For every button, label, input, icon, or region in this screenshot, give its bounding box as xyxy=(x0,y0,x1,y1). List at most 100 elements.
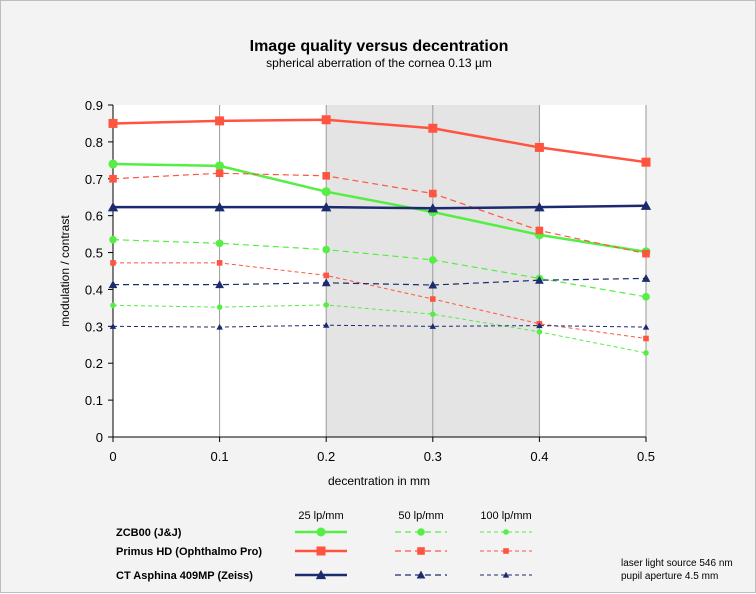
data-point-zcb00-j-j-100-lp-mm xyxy=(323,302,330,308)
x-tick-label: 0.2 xyxy=(317,449,335,464)
series-line-ct-asphina-409mp-zeiss-25-lp-mm xyxy=(113,204,647,210)
legend-marker-sample xyxy=(502,571,510,578)
series-ct-asphina-409mp-zeiss-50-lp-mm xyxy=(108,274,651,289)
y-tick-label: 0.2 xyxy=(85,356,103,371)
y-tick-label: 0.5 xyxy=(85,246,103,261)
x-tick-label: 0.5 xyxy=(637,449,655,464)
legend-frequency-header: 100 lp/mm xyxy=(480,510,531,522)
data-point-ct-asphina-409mp-zeiss-25-lp-mm xyxy=(534,202,545,212)
series-zcb00-j-j-100-lp-mm xyxy=(110,302,649,356)
legend-marker-sample xyxy=(503,529,509,535)
data-point-primus-hd-ophthalmo-pro-50-lp-mm xyxy=(322,172,330,180)
data-point-ct-asphina-409mp-zeiss-50-lp-mm xyxy=(215,280,224,289)
data-point-primus-hd-ophthalmo-pro-25-lp-mm xyxy=(428,123,438,133)
series-line-primus-hd-ophthalmo-pro-50-lp-mm xyxy=(112,172,647,255)
legend-marker-sample xyxy=(316,546,326,556)
data-point-primus-hd-ophthalmo-pro-50-lp-mm xyxy=(429,189,437,198)
x-tick-label: 0.1 xyxy=(211,449,229,464)
data-point-ct-asphina-409mp-zeiss-25-lp-mm xyxy=(107,202,119,212)
data-point-ct-asphina-409mp-zeiss-50-lp-mm xyxy=(428,280,438,289)
chart-subtitle: spherical aberration of the cornea 0.13 … xyxy=(266,56,492,70)
x-tick-label: 0 xyxy=(109,449,116,464)
data-point-primus-hd-ophthalmo-pro-25-lp-mm xyxy=(534,142,544,152)
data-point-zcb00-j-j-50-lp-mm xyxy=(322,245,331,254)
data-point-ct-asphina-409mp-zeiss-50-lp-mm xyxy=(641,274,651,282)
data-point-primus-hd-ophthalmo-pro-25-lp-mm xyxy=(108,118,118,128)
data-point-primus-hd-ophthalmo-pro-50-lp-mm xyxy=(642,249,650,258)
data-point-ct-asphina-409mp-zeiss-25-lp-mm xyxy=(427,203,438,213)
legend-lens-label: ZCB00 (J&J) xyxy=(116,527,182,539)
data-point-primus-hd-ophthalmo-pro-50-lp-mm xyxy=(215,169,224,178)
series-primus-hd-ophthalmo-pro-50-lp-mm xyxy=(109,169,650,258)
legend: 25 lp/mm 50 lp/mm 100 lp/mm ZCB00 (J&J) Prim… xyxy=(116,510,532,582)
series-line-ct-asphina-409mp-zeiss-100-lp-mm xyxy=(112,324,647,328)
y-tick-label: 0.7 xyxy=(85,172,103,187)
data-point-zcb00-j-j-100-lp-mm xyxy=(216,304,223,310)
legend-lens-label: CT Asphina 409MP (Zeiss) xyxy=(116,570,253,582)
legend-lens-label: Primus HD (Ophthalmo Pro) xyxy=(116,546,262,558)
data-point-zcb00-j-j-50-lp-mm xyxy=(109,235,117,244)
series-line-ct-asphina-409mp-zeiss-50-lp-mm xyxy=(113,277,647,286)
data-point-zcb00-j-j-50-lp-mm xyxy=(642,293,650,301)
series-line-zcb00-j-j-100-lp-mm xyxy=(112,304,647,354)
series-line-primus-hd-ophthalmo-pro-25-lp-mm xyxy=(112,118,647,164)
data-point-ct-asphina-409mp-zeiss-50-lp-mm xyxy=(108,280,118,289)
legend-marker-sample xyxy=(417,547,425,555)
x-tick-label: 0.4 xyxy=(530,449,548,464)
data-point-zcb00-j-j-25-lp-mm xyxy=(215,161,225,171)
x-tick-label: 0.3 xyxy=(424,449,442,464)
legend-frequency-header: 50 lp/mm xyxy=(398,510,443,522)
legend-marker-sample xyxy=(417,528,425,536)
y-tick-label: 0.9 xyxy=(85,98,103,113)
data-point-zcb00-j-j-100-lp-mm xyxy=(430,311,436,317)
data-point-zcb00-j-j-25-lp-mm xyxy=(321,187,331,197)
series-primus-hd-ophthalmo-pro-25-lp-mm xyxy=(108,115,651,167)
data-point-primus-hd-ophthalmo-pro-100-lp-mm xyxy=(643,335,649,342)
data-point-ct-asphina-409mp-zeiss-25-lp-mm xyxy=(640,200,652,210)
data-point-zcb00-j-j-50-lp-mm xyxy=(215,239,224,248)
data-point-ct-asphina-409mp-zeiss-25-lp-mm xyxy=(214,202,225,212)
data-point-ct-asphina-409mp-zeiss-100-lp-mm xyxy=(536,322,543,329)
series-ct-asphina-409mp-zeiss-25-lp-mm xyxy=(107,200,652,213)
legend-marker-sample xyxy=(315,569,327,580)
y-tick-label: 0.1 xyxy=(85,393,103,408)
data-point-primus-hd-ophthalmo-pro-25-lp-mm xyxy=(641,157,651,167)
data-point-ct-asphina-409mp-zeiss-50-lp-mm xyxy=(321,278,331,287)
plot-area: 0 0.1 0.2 0.3 0.4 0.5 0.6 0.7 0.8 0.9 0 0.1 0.2 0.3 0.… xyxy=(85,98,655,464)
data-point-ct-asphina-409mp-zeiss-100-lp-mm xyxy=(429,323,437,329)
y-tick-label: 0.6 xyxy=(85,209,103,224)
data-point-primus-hd-ophthalmo-pro-100-lp-mm xyxy=(323,272,329,279)
y-tick-label: 0.8 xyxy=(85,135,103,150)
data-point-zcb00-j-j-100-lp-mm xyxy=(643,350,649,356)
series-line-zcb00-j-j-25-lp-mm xyxy=(112,162,647,254)
data-point-zcb00-j-j-25-lp-mm xyxy=(108,159,118,169)
chart-title: Image quality versus decentration xyxy=(250,38,509,55)
data-point-primus-hd-ophthalmo-pro-25-lp-mm xyxy=(321,115,331,125)
note-light-source: laser light source 546 nm xyxy=(621,558,733,569)
data-point-primus-hd-ophthalmo-pro-100-lp-mm xyxy=(216,260,223,266)
series-ct-asphina-409mp-zeiss-100-lp-mm xyxy=(109,322,650,330)
x-axis-label: decentration in mm xyxy=(328,474,430,488)
legend-marker-sample xyxy=(316,527,326,537)
y-tick-label: 0 xyxy=(96,430,103,445)
data-point-ct-asphina-409mp-zeiss-25-lp-mm xyxy=(321,202,332,212)
data-point-ct-asphina-409mp-zeiss-100-lp-mm xyxy=(642,323,650,330)
data-point-ct-asphina-409mp-zeiss-100-lp-mm xyxy=(216,323,223,330)
data-point-primus-hd-ophthalmo-pro-100-lp-mm xyxy=(430,296,436,302)
data-point-primus-hd-ophthalmo-pro-25-lp-mm xyxy=(215,116,225,126)
data-point-primus-hd-ophthalmo-pro-50-lp-mm xyxy=(535,226,544,235)
data-point-ct-asphina-409mp-zeiss-50-lp-mm xyxy=(535,275,544,284)
note-pupil-aperture: pupil aperture 4.5 mm xyxy=(621,571,718,582)
data-point-ct-asphina-409mp-zeiss-100-lp-mm xyxy=(109,323,117,329)
data-point-zcb00-j-j-50-lp-mm xyxy=(429,256,437,264)
y-tick-label: 0.3 xyxy=(85,319,103,334)
data-point-zcb00-j-j-100-lp-mm xyxy=(536,329,543,335)
data-point-zcb00-j-j-100-lp-mm xyxy=(110,302,116,309)
y-tick-label: 0.4 xyxy=(85,282,103,297)
legend-marker-sample xyxy=(416,570,426,579)
legend-marker-sample xyxy=(503,548,509,554)
data-point-primus-hd-ophthalmo-pro-100-lp-mm xyxy=(110,260,116,266)
data-point-primus-hd-ophthalmo-pro-50-lp-mm xyxy=(109,174,117,183)
